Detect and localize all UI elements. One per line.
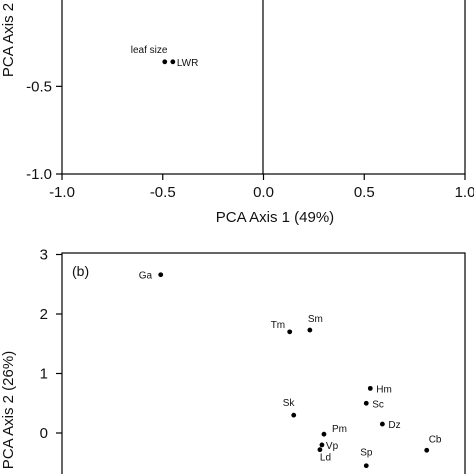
panel-b-y-ticks: 3 2 1 0 — [40, 247, 62, 442]
panel-a-x-tick-label: 0.0 — [253, 184, 274, 201]
panel-b-point-label: Sk — [283, 398, 296, 409]
panel-a-x-tick-label: 0.5 — [354, 184, 375, 201]
panel-b-point — [319, 442, 325, 448]
panel-b-tag: (b) — [72, 263, 89, 279]
panel-a-point — [162, 59, 168, 65]
panel-a-x-tick-label: -0.5 — [150, 184, 176, 201]
panel-b-point-label: Tm — [271, 320, 285, 331]
panel-a-x-ticks: -1.0 -0.5 0.0 0.5 1.0 — [49, 174, 474, 201]
panel-b-point — [287, 329, 293, 335]
panel-b-point-label: Hm — [376, 384, 392, 395]
panel-b-point-label: Vp — [326, 441, 339, 452]
panel-b-point-label: Ga — [139, 271, 153, 282]
panel-b-point-label: Sm — [308, 314, 323, 325]
panel-b-y-tick-label: 2 — [40, 306, 48, 323]
panel-b-point-label: Pm — [332, 424, 347, 435]
panel-b-point — [424, 447, 430, 453]
panel-a-x-tick-label: 1.0 — [455, 184, 474, 201]
panel-a: -1.0 -0.5 0.0 0.5 1.0 -0.5-1.0 leaf sizeLWR … — [0, 0, 474, 226]
panel-b-point-label: Sp — [360, 448, 373, 459]
panel-b-point — [317, 447, 323, 453]
panel-a-y-tick-label: -1.0 — [26, 166, 52, 183]
panel-b-point — [321, 431, 327, 437]
panel-b-y-axis-title: PCA Axis 2 (26%) — [0, 351, 17, 469]
panel-b-y-tick-label: 1 — [40, 366, 48, 383]
panel-b-point-label: Dz — [388, 420, 400, 431]
panel-b-point — [363, 400, 369, 406]
panel-b-point — [367, 385, 373, 391]
panel-a-point-label: LWR — [177, 58, 198, 69]
panel-a-x-axis-title: PCA Axis 1 (49%) — [216, 209, 334, 226]
panel-a-points: leaf size LWR — [131, 45, 199, 69]
panel-a-point-label: leaf size — [131, 45, 168, 56]
panel-b-y-tick-label: 0 — [40, 425, 48, 442]
panel-b-point — [158, 272, 164, 278]
panel-a-y-axis-title: PCA Axis 2 — [0, 3, 17, 77]
panel-a-point — [170, 59, 176, 65]
panel-b-point-label: Cb — [429, 434, 442, 445]
panel-b-point — [379, 421, 385, 427]
panel-b-point — [307, 327, 313, 333]
panel-b-point — [291, 412, 297, 418]
panel-b-frame — [61, 252, 466, 474]
panel-a-y-ticks: -0.5 -1.0 — [26, 78, 62, 183]
panel-b-y-tick-label: 3 — [40, 247, 48, 264]
panel-b-point — [363, 463, 369, 469]
panel-b-point-label: Sc — [372, 399, 384, 410]
panel-b-point-label: Ld — [320, 453, 331, 464]
panel-a-x-tick-label: -1.0 — [49, 184, 75, 201]
panel-a-y-tick-label: -0.5 — [26, 78, 52, 95]
